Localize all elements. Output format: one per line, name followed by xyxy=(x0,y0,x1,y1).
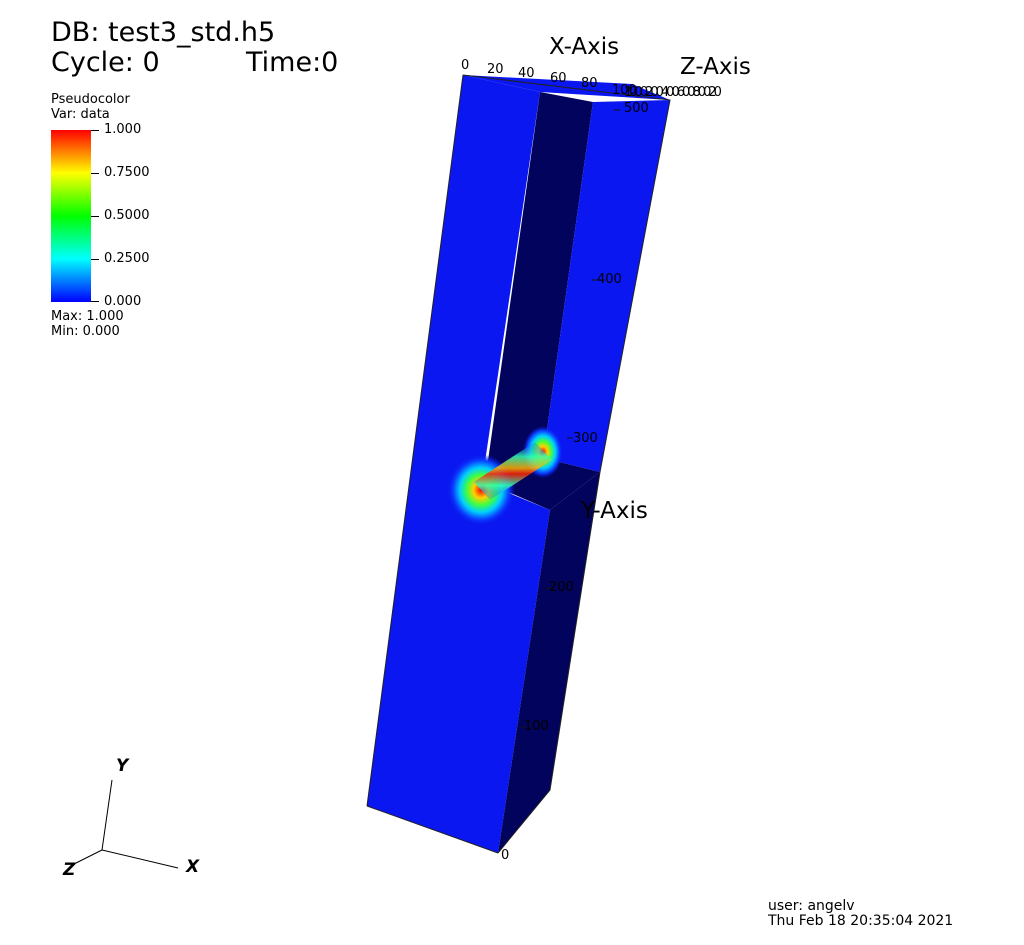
lower-side-face xyxy=(498,472,600,853)
y-axis-ticks xyxy=(520,109,620,728)
color-bar-tick xyxy=(91,216,99,217)
x-tick-label: 40 xyxy=(518,66,535,81)
triad-y-line xyxy=(101,779,113,851)
time-label: Time:0 xyxy=(246,47,339,78)
box-edges xyxy=(366,74,671,854)
axis-triad xyxy=(73,779,179,869)
x-tick-label: 80 xyxy=(581,76,598,91)
color-bar xyxy=(51,130,91,302)
color-bar-tick xyxy=(91,130,99,131)
y-tick-label: 300 xyxy=(573,431,598,446)
triad-y-label: Y xyxy=(116,756,129,776)
y-tick-label: 500 xyxy=(624,101,649,116)
color-bar-tick xyxy=(91,259,99,260)
user-label: user: angelv xyxy=(768,898,855,914)
y-tick-label: 0 xyxy=(501,848,510,863)
x-tick-label: 0 xyxy=(461,58,470,73)
right-face xyxy=(543,100,670,472)
x-tick-label: 20 xyxy=(487,62,504,77)
legend-var: Var: data xyxy=(51,107,110,122)
x-axis-title: X-Axis xyxy=(549,34,620,60)
color-bar-label: 0.2500 xyxy=(104,251,150,266)
y-axis-title: Y-Axis xyxy=(581,498,648,524)
color-bar-label: 0.000 xyxy=(104,294,142,309)
x-tick-label: 100 xyxy=(612,83,637,98)
db-title: DB: test3_std.h5 xyxy=(51,17,276,48)
legend-max: Max: 1.000 xyxy=(51,309,124,324)
triad-x-line xyxy=(101,849,179,869)
triad-z-label: Z xyxy=(63,860,76,880)
triad-x-label: X xyxy=(186,857,200,877)
color-bar-label: 1.000 xyxy=(104,122,142,137)
z-tick-labels: 100020040060080020 xyxy=(624,85,722,100)
color-bar-tick xyxy=(91,301,99,302)
z-axis-title: Z-Axis xyxy=(680,54,751,80)
y-tick-label: 400 xyxy=(597,272,622,287)
legend-min: Min: 0.000 xyxy=(51,324,120,339)
y-tick-label: 200 xyxy=(549,580,574,595)
cycle-label: Cycle: 0 xyxy=(51,47,160,78)
cut-face xyxy=(485,92,593,482)
x-tick-label: 60 xyxy=(550,71,567,86)
color-bar-label: 0.5000 xyxy=(104,208,150,223)
legend-plot-type: Pseudocolor xyxy=(51,92,130,107)
date-label: Thu Feb 18 20:35:04 2021 xyxy=(768,913,954,929)
data-beam xyxy=(474,442,552,500)
color-bar-tick xyxy=(91,173,99,174)
color-bar-label: 0.7500 xyxy=(104,165,150,180)
triad-z-line xyxy=(73,849,103,865)
y-tick-label: 100 xyxy=(524,719,549,734)
